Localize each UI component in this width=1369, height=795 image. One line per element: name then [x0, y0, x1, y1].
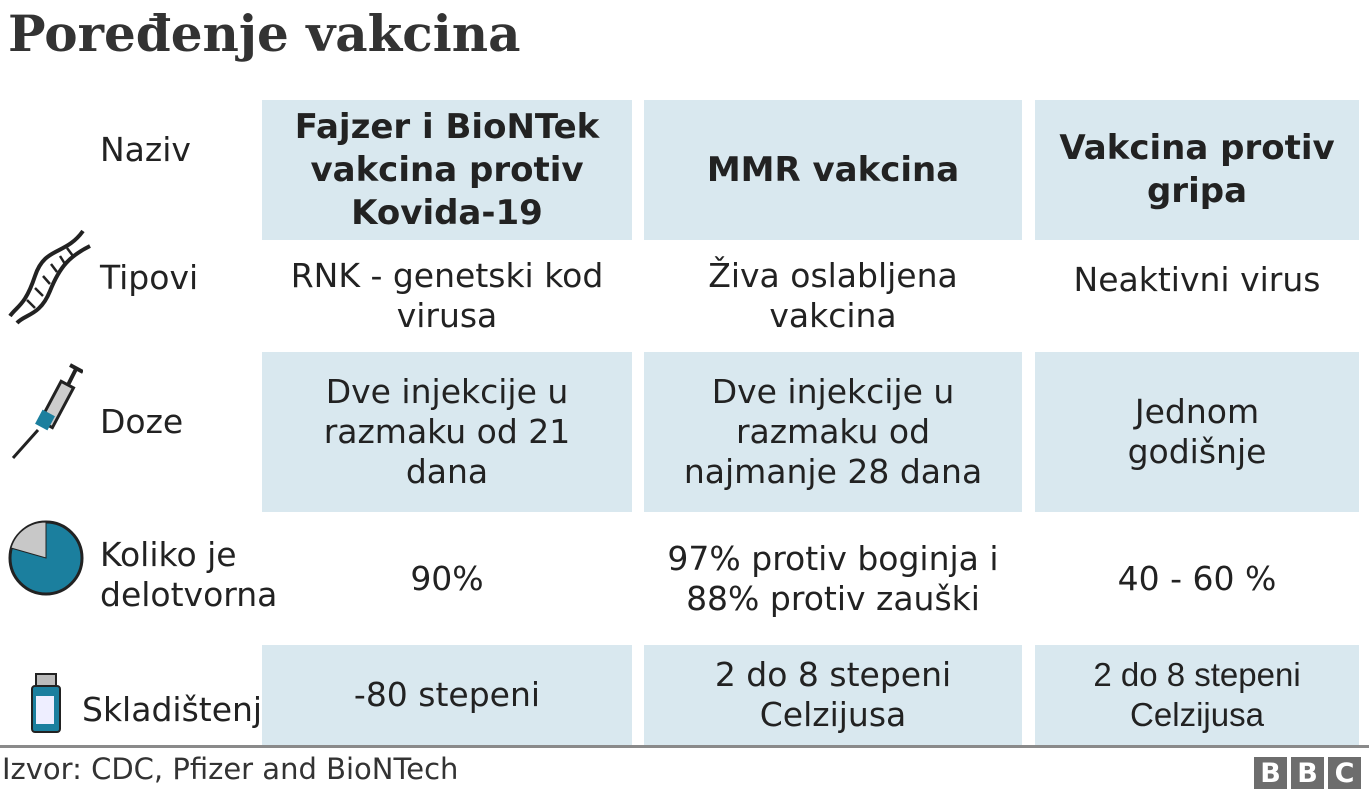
cell-mmr-storage: 2 do 8 stepeni Celzijusa — [644, 645, 1022, 745]
cell-pfizer-storage: -80 stepeni — [262, 645, 632, 745]
logo-letter: C — [1328, 757, 1361, 789]
vial-icon — [31, 673, 61, 733]
cell-pfizer-efficacy: 90% — [410, 558, 484, 598]
source-note: Izvor: CDC, Pfizer and BioNTech — [2, 752, 459, 786]
page-title: Poređenje vakcina — [8, 4, 521, 63]
row-label-delotvorna: Koliko je delotvorna — [100, 535, 278, 614]
logo-letter: B — [1291, 757, 1324, 789]
row-label-naziv: Naziv — [100, 130, 191, 169]
row-label-skladistenje: Skladištenje — [82, 690, 283, 729]
dna-icon — [8, 229, 91, 325]
divider — [0, 745, 1369, 748]
cell-flu-type: Neaktivni virus — [1073, 260, 1321, 299]
cell-pfizer-type: RNK - genetski kod virusa — [290, 256, 604, 335]
row-label-doze: Doze — [100, 402, 184, 441]
cell-flu-doses: Jednom godišnje — [1035, 352, 1359, 512]
cell-mmr-doses: Dve injekcije u razmaku od najmanje 28 d… — [644, 352, 1022, 512]
syringe-icon — [11, 363, 83, 459]
header-pfizer: Fajzer i BioNTek vakcina protiv Kovida-1… — [262, 100, 632, 240]
cell-mmr-efficacy: 97% protiv boginja i 88% protiv zauški — [667, 538, 999, 618]
cell-flu-efficacy: 40 - 60 % — [1117, 558, 1277, 598]
cell-pfizer-doses: Dve injekcije u razmaku od 21 dana — [262, 352, 632, 512]
bbc-logo: B B C — [1254, 757, 1361, 789]
logo-letter: B — [1254, 757, 1287, 789]
cell-flu-storage: 2 do 8 stepeni Celzijusa — [1035, 645, 1359, 745]
pie-icon — [8, 520, 84, 596]
header-mmr: MMR vakcina — [644, 100, 1022, 240]
cell-mmr-type: Živa oslabljena vakcina — [708, 256, 958, 335]
row-label-tipovi: Tipovi — [100, 258, 199, 297]
header-flu: Vakcina protiv gripa — [1035, 100, 1359, 240]
